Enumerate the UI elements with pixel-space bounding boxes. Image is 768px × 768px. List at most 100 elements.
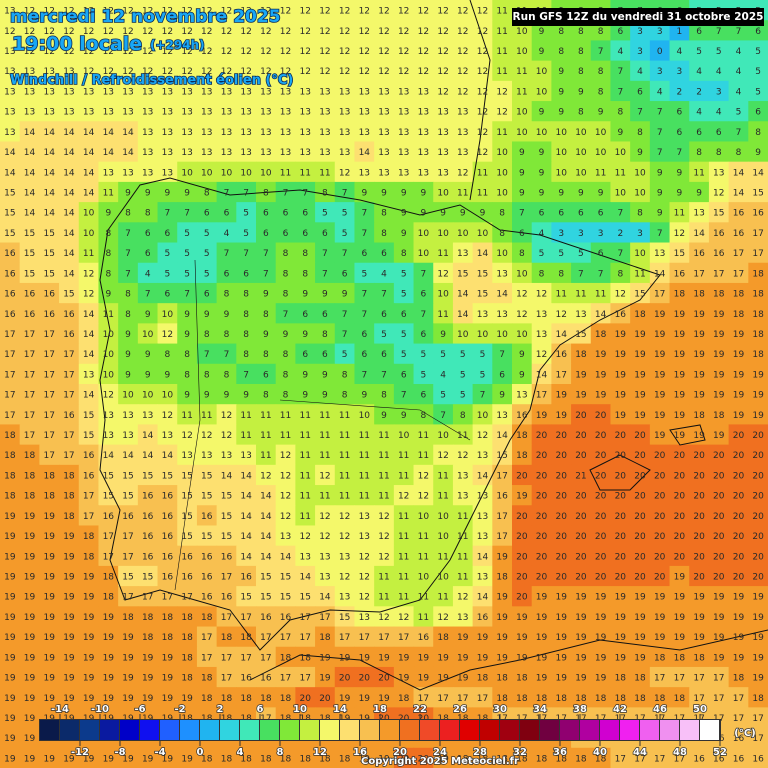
cell: [157, 525, 178, 547]
cell-value: 15: [24, 249, 35, 259]
cell-value: 9: [204, 391, 210, 401]
cell: [334, 485, 355, 506]
cell-value: 17: [44, 391, 55, 401]
cell-value: 8: [105, 249, 111, 259]
cell-value: 19: [24, 633, 36, 643]
cell-value: 14: [63, 269, 75, 279]
cell: [433, 222, 454, 244]
cell-value: 12: [260, 27, 271, 37]
cell: [157, 141, 178, 163]
cell-value: 16: [24, 310, 36, 320]
cell: [433, 40, 454, 62]
cell: [630, 606, 651, 628]
cell-value: 7: [184, 209, 190, 219]
cell: [689, 343, 710, 365]
cell: [256, 424, 277, 446]
cell-value: 19: [752, 391, 764, 401]
cell: [551, 485, 572, 506]
cell: [571, 222, 592, 244]
cell: [393, 60, 415, 82]
cell-value: 8: [125, 209, 131, 219]
cell: [256, 525, 277, 547]
cell: [315, 0, 336, 21]
cell: [452, 747, 474, 768]
cell-value: 12: [556, 310, 567, 320]
cell: [472, 222, 493, 244]
cell-value: 7: [145, 290, 151, 300]
cell: [413, 303, 434, 324]
cell: [118, 444, 139, 466]
cell: [571, 40, 592, 62]
cell-value: 20: [733, 552, 745, 562]
cell: [78, 161, 99, 183]
cell-value: 14: [477, 593, 489, 603]
cell: [196, 687, 218, 708]
cell-value: 15: [300, 593, 311, 603]
cell-value: 10: [496, 330, 508, 340]
cell: [551, 303, 572, 324]
cell: [669, 687, 690, 708]
cell-value: 9: [243, 391, 249, 401]
cell-value: 20: [693, 532, 705, 542]
cell-value: 9: [440, 209, 446, 219]
cell-value: 18: [280, 653, 292, 663]
cell: [630, 121, 651, 142]
cell-value: 20: [752, 573, 764, 583]
cell-value: 19: [654, 633, 666, 643]
colorbar-cell: [160, 720, 179, 740]
cell: [98, 606, 119, 628]
cell-value: 19: [516, 613, 528, 623]
cell-value: 9: [263, 290, 269, 300]
cell: [393, 222, 415, 244]
cell: [236, 586, 257, 607]
cell: [0, 646, 21, 668]
cell: [708, 464, 730, 486]
cell-value: 20: [634, 451, 646, 461]
cell: [354, 525, 375, 547]
cell: [275, 343, 296, 365]
cell: [413, 747, 434, 768]
cell-value: 18: [477, 754, 489, 764]
cell-value: 7: [263, 269, 269, 279]
cell: [39, 161, 60, 183]
cell: [118, 666, 139, 688]
cell-value: 17: [122, 593, 133, 603]
cell: [137, 687, 159, 708]
cell: [669, 181, 690, 203]
cell-value: 14: [24, 128, 36, 138]
cell-value: 17: [733, 694, 744, 704]
cell: [630, 565, 651, 587]
cell-value: 19: [83, 714, 95, 724]
cell-value: 7: [361, 370, 367, 380]
date: mercredi 12 novembre 2025: [10, 7, 281, 27]
cell-value: 18: [496, 754, 508, 764]
cell-value: 19: [595, 613, 607, 623]
cell: [669, 101, 690, 122]
cell-value: 8: [302, 269, 308, 279]
cell-value: 18: [693, 290, 705, 300]
cell-value: 11: [300, 492, 311, 502]
cell: [531, 262, 552, 284]
cell-value: 13: [575, 310, 586, 320]
cell: [354, 545, 375, 567]
cell: [512, 646, 533, 668]
cell-value: 5: [401, 350, 407, 360]
colorbar-label: 10: [293, 704, 307, 715]
cell-value: 12: [477, 67, 488, 77]
cell-value: 19: [654, 310, 666, 320]
cell: [275, 545, 296, 567]
cell-value: 20: [595, 552, 607, 562]
cell-value: 18: [437, 633, 449, 643]
cell: [295, 222, 316, 244]
cell-value: 19: [634, 653, 646, 663]
cell: [551, 60, 572, 82]
cell: [256, 687, 277, 708]
cell: [78, 687, 99, 708]
cell: [393, 646, 415, 668]
cell-value: 18: [319, 633, 331, 643]
cell: [571, 343, 592, 365]
cell-value: 20: [536, 552, 548, 562]
cell: [98, 161, 119, 183]
cell: [0, 606, 21, 628]
cell-value: 10: [516, 269, 528, 279]
